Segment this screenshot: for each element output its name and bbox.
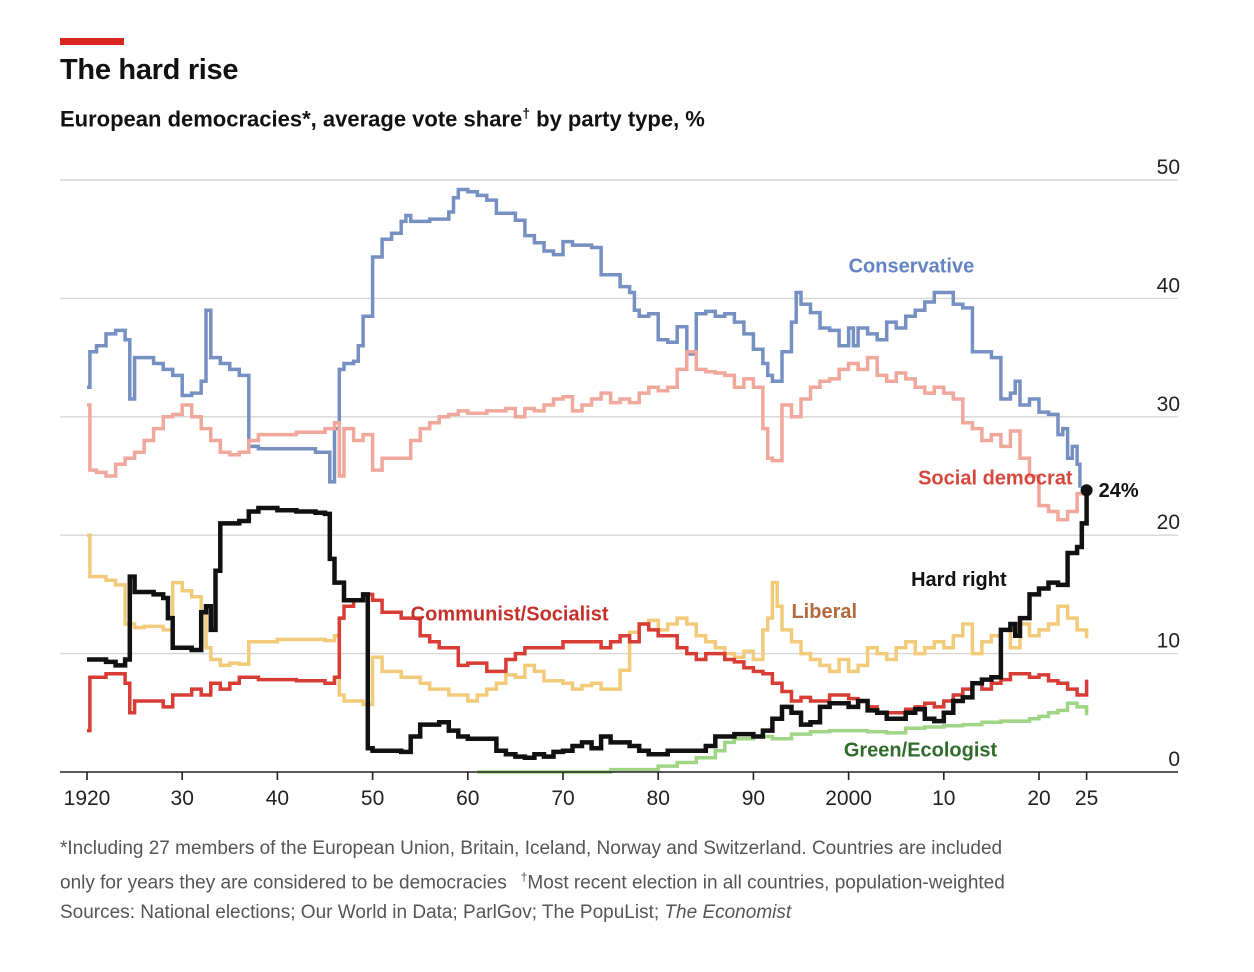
x-tick-label-1980: 80 xyxy=(647,787,670,810)
x-tick-label-2010: 10 xyxy=(932,787,955,810)
series-line-liberal xyxy=(87,533,1089,707)
series-line-social-democrat xyxy=(87,349,1089,522)
x-tick-label-1930: 30 xyxy=(171,787,194,810)
x-tick-label-1950: 50 xyxy=(361,787,384,810)
x-tick-label-1960: 60 xyxy=(456,787,479,810)
end-marker-label: 24% xyxy=(1099,480,1139,502)
subtitle-main: European democracies*, average vote shar… xyxy=(60,106,523,132)
chart-subtitle: European democracies*, average vote shar… xyxy=(60,105,705,132)
gridlines xyxy=(60,179,1178,655)
line-chart: 0 10 20 30 40 50 1920 30 40 50 60 70 80 90 2000 10 20 25… xyxy=(60,156,1180,810)
chart-title: The hard rise xyxy=(60,54,239,86)
y-tick-label-30: 30 xyxy=(1157,393,1180,416)
x-axis xyxy=(60,771,1178,780)
sources-list: Sources: National elections; Our World i… xyxy=(60,902,665,923)
x-tick-label-1920: 1920 xyxy=(64,787,111,810)
footnote-democracy-note: only for years they are considered to be… xyxy=(60,872,507,894)
y-tick-label-10: 10 xyxy=(1157,630,1180,653)
y-tick-label-50: 50 xyxy=(1157,156,1180,179)
series-line-hard-right xyxy=(87,490,1089,761)
series-label-green-ecologist: Green/Ecologist xyxy=(844,740,998,762)
x-tick-label-1990: 90 xyxy=(742,787,765,810)
series-label-social-democrat: Social democrat xyxy=(918,467,1073,489)
series-labels: Conservative Social democrat Liberal Commun… xyxy=(411,255,1073,761)
x-tick-label-1970: 70 xyxy=(551,787,574,810)
y-tick-label-0: 0 xyxy=(1168,748,1180,771)
footnote-election-note: Most recent election in all countries, p… xyxy=(527,872,1005,894)
footnote-sources: Sources: National elections; Our World i… xyxy=(60,902,791,924)
footnote-line-2: only for years they are considered to be… xyxy=(60,870,1005,894)
x-tick-label-2025: 25 xyxy=(1075,787,1098,810)
series-label-hard-right: Hard right xyxy=(911,569,1007,591)
title-accent-bar xyxy=(60,38,124,45)
footnote-dagger: † xyxy=(520,870,528,884)
x-tick-label-1940: 40 xyxy=(266,787,289,810)
y-axis-tick-labels: 0 10 20 30 40 50 xyxy=(1157,156,1180,771)
series-line-conservative xyxy=(87,187,1082,488)
series-line-green-ecologist xyxy=(477,701,1089,774)
y-tick-label-40: 40 xyxy=(1157,274,1180,297)
sources-publisher: The Economist xyxy=(664,902,792,923)
series-label-liberal: Liberal xyxy=(791,601,857,623)
x-tick-label-2020: 20 xyxy=(1027,787,1050,810)
subtitle-dagger: † xyxy=(522,105,531,121)
series-label-communist-socialist: Communist/Socialist xyxy=(411,603,609,625)
footnote-line-1: *Including 27 members of the European Un… xyxy=(60,838,1003,859)
subtitle-tail: by party type, % xyxy=(530,106,705,132)
x-axis-tick-labels: 1920 30 40 50 60 70 80 90 2000 10 20 25 xyxy=(64,787,1099,810)
series-line-communist-socialist xyxy=(87,592,1089,733)
y-tick-label-20: 20 xyxy=(1157,511,1180,534)
x-tick-label-2000: 2000 xyxy=(825,787,872,810)
series-lines xyxy=(87,187,1089,774)
series-label-conservative: Conservative xyxy=(849,255,975,277)
end-marker: 24% xyxy=(1080,480,1139,502)
end-marker-dot xyxy=(1080,484,1093,497)
